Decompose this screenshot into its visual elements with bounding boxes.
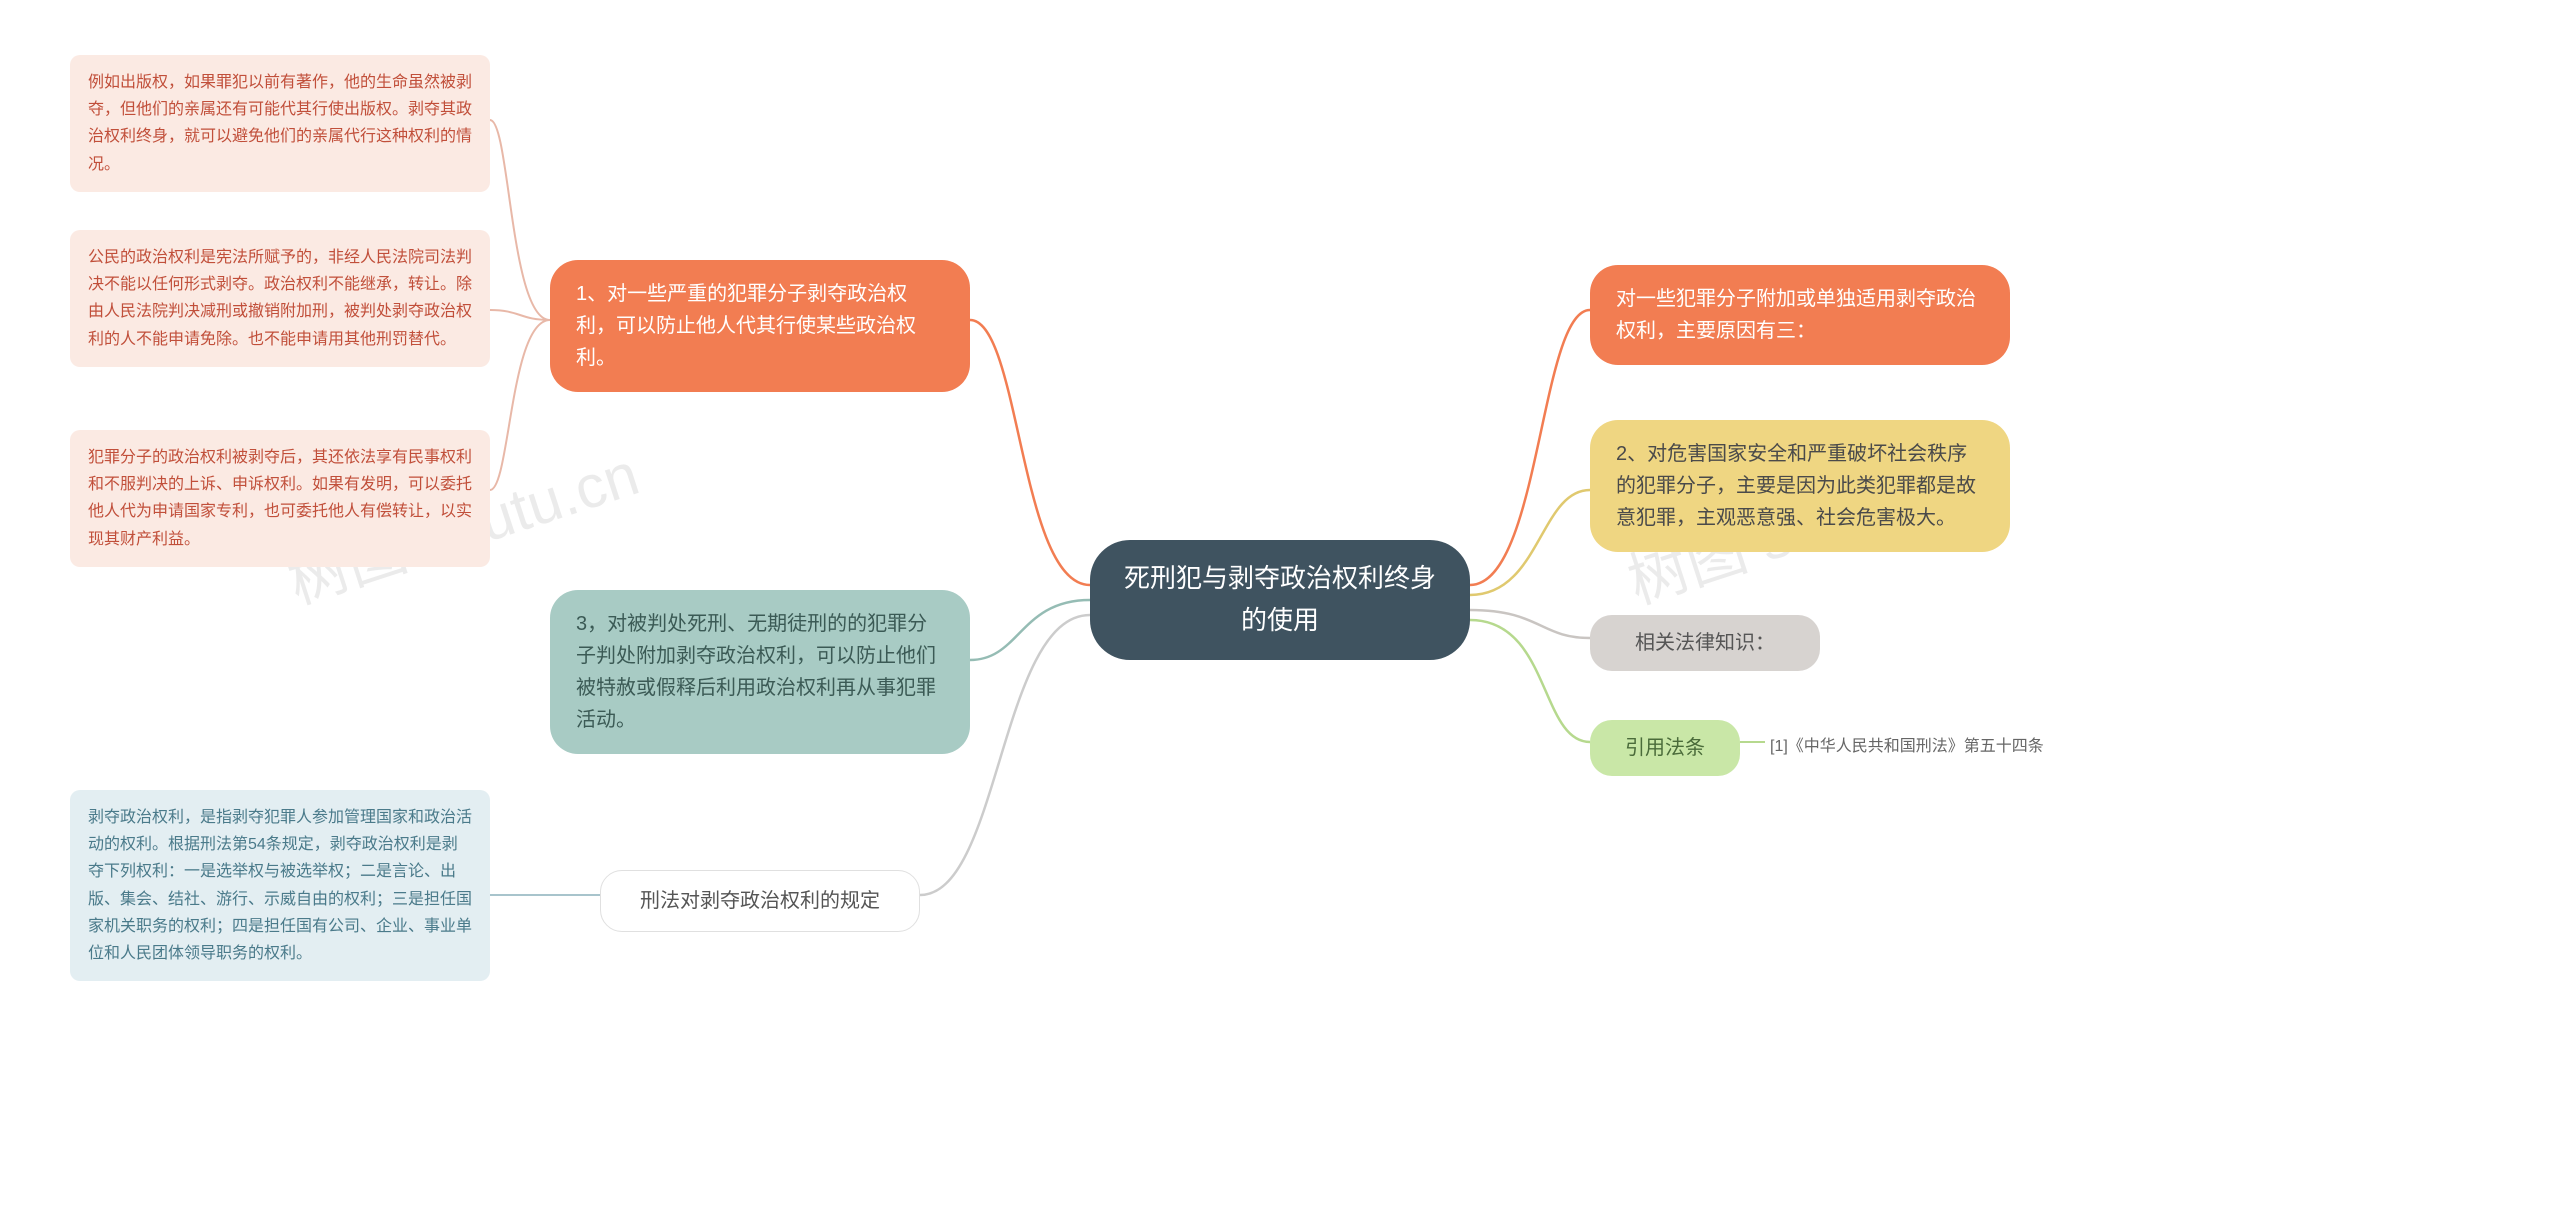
branch-l2: 3，对被判处死刑、无期徒刑的的犯罪分子判处附加剥夺政治权利，可以防止他们被特赦或… bbox=[550, 590, 970, 754]
branch-r4: 引用法条 bbox=[1590, 720, 1740, 776]
leaf-l1-a: 例如出版权，如果罪犯以前有著作，他的生命虽然被剥夺，但他们的亲属还有可能代其行使… bbox=[70, 55, 490, 192]
leaf-l1-b: 公民的政治权利是宪法所赋予的，非经人民法院司法判决不能以任何形式剥夺。政治权利不… bbox=[70, 230, 490, 367]
leaf-r4-child-label: [1]《中华人民共和国刑法》第五十四条 bbox=[1770, 738, 2044, 755]
branch-l2-label: 3，对被判处死刑、无期徒刑的的犯罪分子判处附加剥夺政治权利，可以防止他们被特赦或… bbox=[576, 608, 944, 736]
edge-center-r1 bbox=[1470, 310, 1590, 585]
edge-l1-a bbox=[490, 120, 550, 320]
branch-l1: 1、对一些严重的犯罪分子剥夺政治权利，可以防止他人代其行使某些政治权利。 bbox=[550, 260, 970, 392]
leaf-l1-b-label: 公民的政治权利是宪法所赋予的，非经人民法院司法判决不能以任何形式剥夺。政治权利不… bbox=[88, 249, 472, 348]
leaf-l1-a-label: 例如出版权，如果罪犯以前有著作，他的生命虽然被剥夺，但他们的亲属还有可能代其行使… bbox=[88, 74, 472, 173]
leaf-l3-label: 剥夺政治权利，是指剥夺犯罪人参加管理国家和政治活动的权利。根据刑法第54条规定，… bbox=[88, 809, 472, 962]
edge-l1-b bbox=[490, 310, 550, 320]
edge-center-r2 bbox=[1470, 490, 1590, 595]
center-topic-label: 死刑犯与剥夺政治权利终身的使用 bbox=[1116, 558, 1444, 641]
edge-center-l1 bbox=[970, 320, 1090, 585]
branch-r3: 相关法律知识： bbox=[1590, 615, 1820, 671]
branch-r2: 2、对危害国家安全和严重破坏社会秩序的犯罪分子，主要是因为此类犯罪都是故意犯罪，… bbox=[1590, 420, 2010, 552]
edge-l1-c bbox=[490, 320, 550, 490]
leaf-l1-c: 犯罪分子的政治权利被剥夺后，其还依法享有民事权利和不服判决的上诉、申诉权利。如果… bbox=[70, 430, 490, 567]
edge-center-l2 bbox=[970, 600, 1090, 660]
branch-r1-label: 对一些犯罪分子附加或单独适用剥夺政治权利，主要原因有三： bbox=[1616, 283, 1984, 347]
edge-center-r3 bbox=[1470, 610, 1590, 638]
center-topic: 死刑犯与剥夺政治权利终身的使用 bbox=[1090, 540, 1470, 660]
branch-r1: 对一些犯罪分子附加或单独适用剥夺政治权利，主要原因有三： bbox=[1590, 265, 2010, 365]
branch-r3-label: 相关法律知识： bbox=[1635, 627, 1775, 659]
branch-r2-label: 2、对危害国家安全和严重破坏社会秩序的犯罪分子，主要是因为此类犯罪都是故意犯罪，… bbox=[1616, 438, 1984, 534]
branch-r4-label: 引用法条 bbox=[1625, 732, 1705, 764]
leaf-l1-c-label: 犯罪分子的政治权利被剥夺后，其还依法享有民事权利和不服判决的上诉、申诉权利。如果… bbox=[88, 449, 472, 548]
branch-l1-label: 1、对一些严重的犯罪分子剥夺政治权利，可以防止他人代其行使某些政治权利。 bbox=[576, 278, 944, 374]
branch-l3: 刑法对剥夺政治权利的规定 bbox=[600, 870, 920, 932]
branch-l3-label: 刑法对剥夺政治权利的规定 bbox=[640, 885, 880, 917]
edge-center-r4 bbox=[1470, 620, 1590, 742]
leaf-r4-child: [1]《中华人民共和国刑法》第五十四条 bbox=[1770, 732, 2044, 756]
leaf-l3: 剥夺政治权利，是指剥夺犯罪人参加管理国家和政治活动的权利。根据刑法第54条规定，… bbox=[70, 790, 490, 981]
